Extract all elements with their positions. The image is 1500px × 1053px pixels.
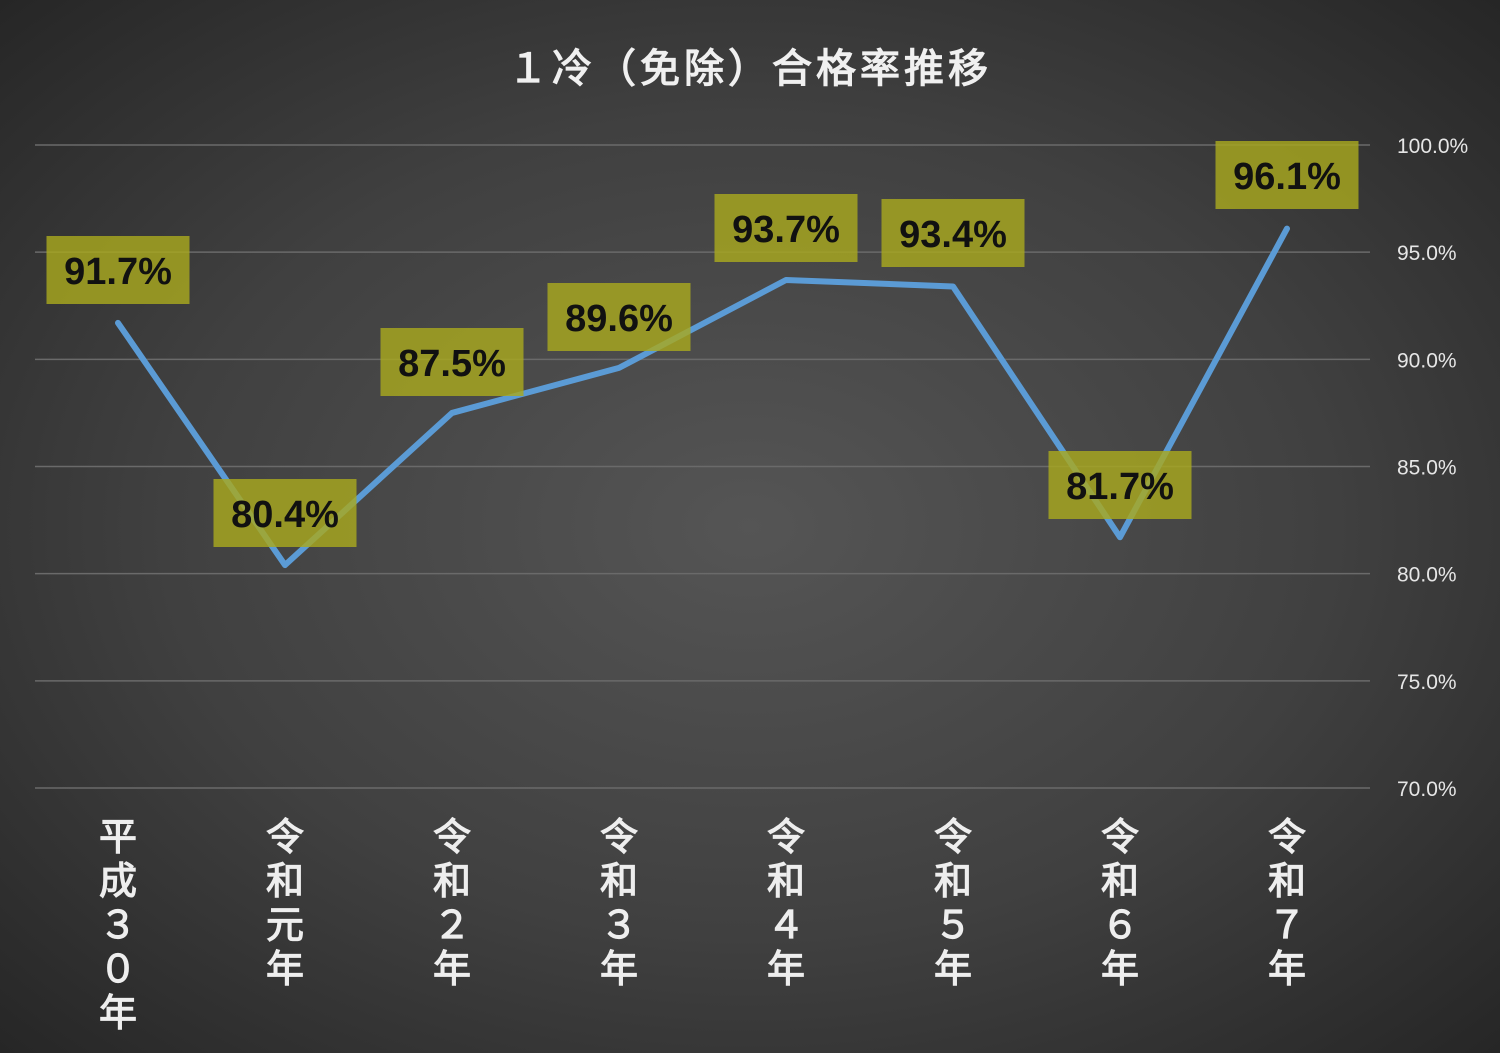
x-category-char: 平 — [99, 815, 137, 859]
data-label-box — [547, 283, 691, 351]
data-label-text: 93.4% — [899, 214, 1007, 256]
data-label-box — [1048, 451, 1192, 519]
x-category-char: 令 — [1268, 815, 1307, 859]
x-category-char: 和 — [600, 859, 638, 903]
data-label-box — [881, 199, 1025, 267]
x-category-char: 年 — [767, 947, 805, 991]
data-label: 87.5% — [380, 328, 524, 396]
data-label-box — [1215, 141, 1359, 209]
y-tick-label: 75.0% — [1397, 671, 1457, 694]
data-label: 93.4% — [881, 199, 1025, 267]
x-category-char: 年 — [934, 947, 972, 991]
y-tick-label: 95.0% — [1397, 242, 1457, 265]
x-category-char: 成 — [99, 859, 137, 903]
x-category-char: 和 — [1268, 859, 1306, 903]
x-category-char: 元 — [266, 903, 304, 947]
data-label-text: 91.7% — [64, 251, 172, 293]
x-category-char: 年 — [1268, 947, 1306, 991]
data-label-box — [213, 479, 357, 547]
x-category-char: ０ — [99, 947, 137, 991]
y-tick-label: 100.0% — [1397, 135, 1468, 158]
data-label-text: 87.5% — [398, 343, 506, 385]
x-category-char: 年 — [433, 947, 471, 991]
x-category-char: 和 — [266, 859, 304, 903]
data-label: 81.7% — [1048, 451, 1192, 519]
x-category-char: 年 — [99, 991, 137, 1035]
x-category-char: ４ — [767, 903, 805, 947]
data-label: 80.4% — [213, 479, 357, 547]
x-category-char: ３ — [99, 903, 137, 947]
x-category-char: 令 — [934, 815, 973, 859]
x-category-char: ６ — [1101, 903, 1139, 947]
x-category-char: 令 — [767, 815, 806, 859]
x-category-char: 令 — [1101, 815, 1140, 859]
data-label: 93.7% — [714, 194, 858, 262]
x-category-char: ５ — [934, 903, 972, 947]
x-category-char: 年 — [1101, 947, 1139, 991]
data-label-box — [46, 236, 190, 304]
y-tick-label: 85.0% — [1397, 457, 1457, 480]
data-label-text: 93.7% — [732, 209, 840, 251]
x-category-char: ２ — [433, 903, 471, 947]
x-category-char: 和 — [934, 859, 972, 903]
x-category-char: 和 — [433, 859, 471, 903]
data-label-text: 81.7% — [1066, 466, 1174, 508]
gridlines — [35, 144, 1370, 789]
data-label: 91.7% — [46, 236, 190, 304]
x-category-char: 年 — [266, 947, 304, 991]
x-category-char: 令 — [600, 815, 639, 859]
y-tick-label: 90.0% — [1397, 349, 1457, 372]
chart-title: １冷（免除）合格率推移 — [508, 46, 992, 92]
x-category-char: 令 — [266, 815, 305, 859]
data-label-box — [380, 328, 524, 396]
y-tick-label: 70.0% — [1397, 778, 1457, 801]
x-category-char: 令 — [433, 815, 472, 859]
x-category-char: ７ — [1268, 903, 1306, 947]
x-category-char: 年 — [600, 947, 638, 991]
x-category-char: 和 — [1101, 859, 1139, 903]
data-label-text: 80.4% — [231, 494, 339, 536]
y-axis-ticks: 100.0% 95.0% 90.0% 85.0% 80.0% 75.0% 70.0% — [1397, 135, 1468, 801]
data-label-text: 89.6% — [565, 298, 673, 340]
x-category-char: 和 — [767, 859, 805, 903]
y-tick-label: 80.0% — [1397, 564, 1457, 587]
data-label-text: 96.1% — [1233, 156, 1341, 198]
data-label: 96.1% — [1215, 141, 1359, 209]
data-label-box — [714, 194, 858, 262]
data-label: 89.6% — [547, 283, 691, 351]
data-labels: 91.7% 80.4% 87.5% 89.6% 93.7% 93.4% 81.7% 96.1% — [46, 141, 1359, 547]
x-category-char: ３ — [600, 903, 638, 947]
